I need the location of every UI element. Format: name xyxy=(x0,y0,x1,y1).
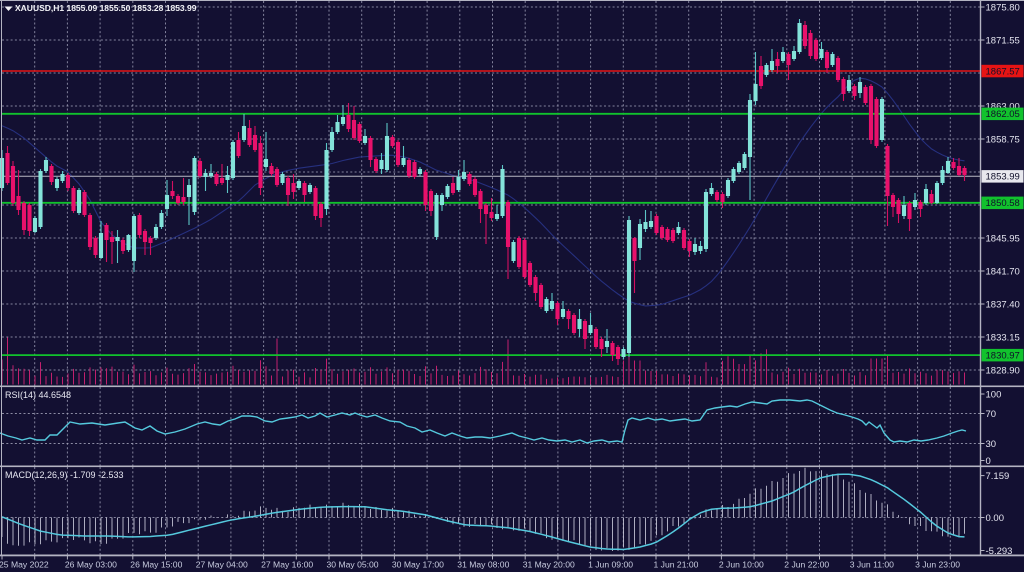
svg-text:XAUUSD,H1 1855.09 1855.50 1853: XAUUSD,H1 1855.09 1855.50 1853.28 1853.9… xyxy=(15,3,197,13)
svg-text:1845.95: 1845.95 xyxy=(986,233,1020,244)
svg-text:26 May 03:00: 26 May 03:00 xyxy=(65,560,117,570)
svg-text:27 May 16:00: 27 May 16:00 xyxy=(261,560,313,570)
svg-text:0.00: 0.00 xyxy=(986,513,1005,524)
svg-text:1841.70: 1841.70 xyxy=(986,266,1020,277)
svg-text:0: 0 xyxy=(986,456,991,467)
svg-text:1850.58: 1850.58 xyxy=(986,198,1020,209)
svg-text:2 Jun 10:00: 2 Jun 10:00 xyxy=(719,560,764,570)
svg-text:MACD(12,26,9) -1.709 -2.533: MACD(12,26,9) -1.709 -2.533 xyxy=(5,470,124,480)
svg-text:26 May 15:00: 26 May 15:00 xyxy=(130,560,182,570)
svg-text:1833.15: 1833.15 xyxy=(986,332,1020,343)
svg-text:RSI(14) 44.6548: RSI(14) 44.6548 xyxy=(5,390,71,400)
svg-text:100: 100 xyxy=(986,389,1002,400)
svg-text:1862.05: 1862.05 xyxy=(986,109,1020,120)
svg-text:2 Jun 22:00: 2 Jun 22:00 xyxy=(784,560,829,570)
svg-text:31 May 20:00: 31 May 20:00 xyxy=(523,560,575,570)
svg-text:1853.99: 1853.99 xyxy=(986,172,1020,183)
svg-text:1837.40: 1837.40 xyxy=(986,299,1020,310)
svg-text:1830.97: 1830.97 xyxy=(986,351,1020,362)
svg-text:1 Jun 09:00: 1 Jun 09:00 xyxy=(588,560,633,570)
svg-text:1867.57: 1867.57 xyxy=(986,66,1020,77)
svg-text:30: 30 xyxy=(986,439,997,450)
svg-text:31 May 08:00: 31 May 08:00 xyxy=(457,560,509,570)
svg-text:30 May 17:00: 30 May 17:00 xyxy=(392,560,444,570)
svg-text:1863.00: 1863.00 xyxy=(986,101,1020,112)
svg-text:1828.90: 1828.90 xyxy=(986,365,1020,376)
svg-text:1 Jun 21:00: 1 Jun 21:00 xyxy=(654,560,699,570)
svg-text:3 Jun 11:00: 3 Jun 11:00 xyxy=(850,560,894,570)
svg-text:7.159: 7.159 xyxy=(986,471,1010,482)
svg-text:-5.293: -5.293 xyxy=(986,546,1013,557)
svg-text:70: 70 xyxy=(986,409,997,420)
svg-text:3 Jun 23:00: 3 Jun 23:00 xyxy=(915,560,960,570)
svg-text:1858.75: 1858.75 xyxy=(986,134,1020,145)
svg-text:30 May 05:00: 30 May 05:00 xyxy=(327,560,379,570)
svg-text:27 May 04:00: 27 May 04:00 xyxy=(196,560,248,570)
svg-text:1875.80: 1875.80 xyxy=(986,2,1020,13)
svg-text:1871.55: 1871.55 xyxy=(986,35,1020,46)
svg-text:25 May 2022: 25 May 2022 xyxy=(0,560,49,570)
